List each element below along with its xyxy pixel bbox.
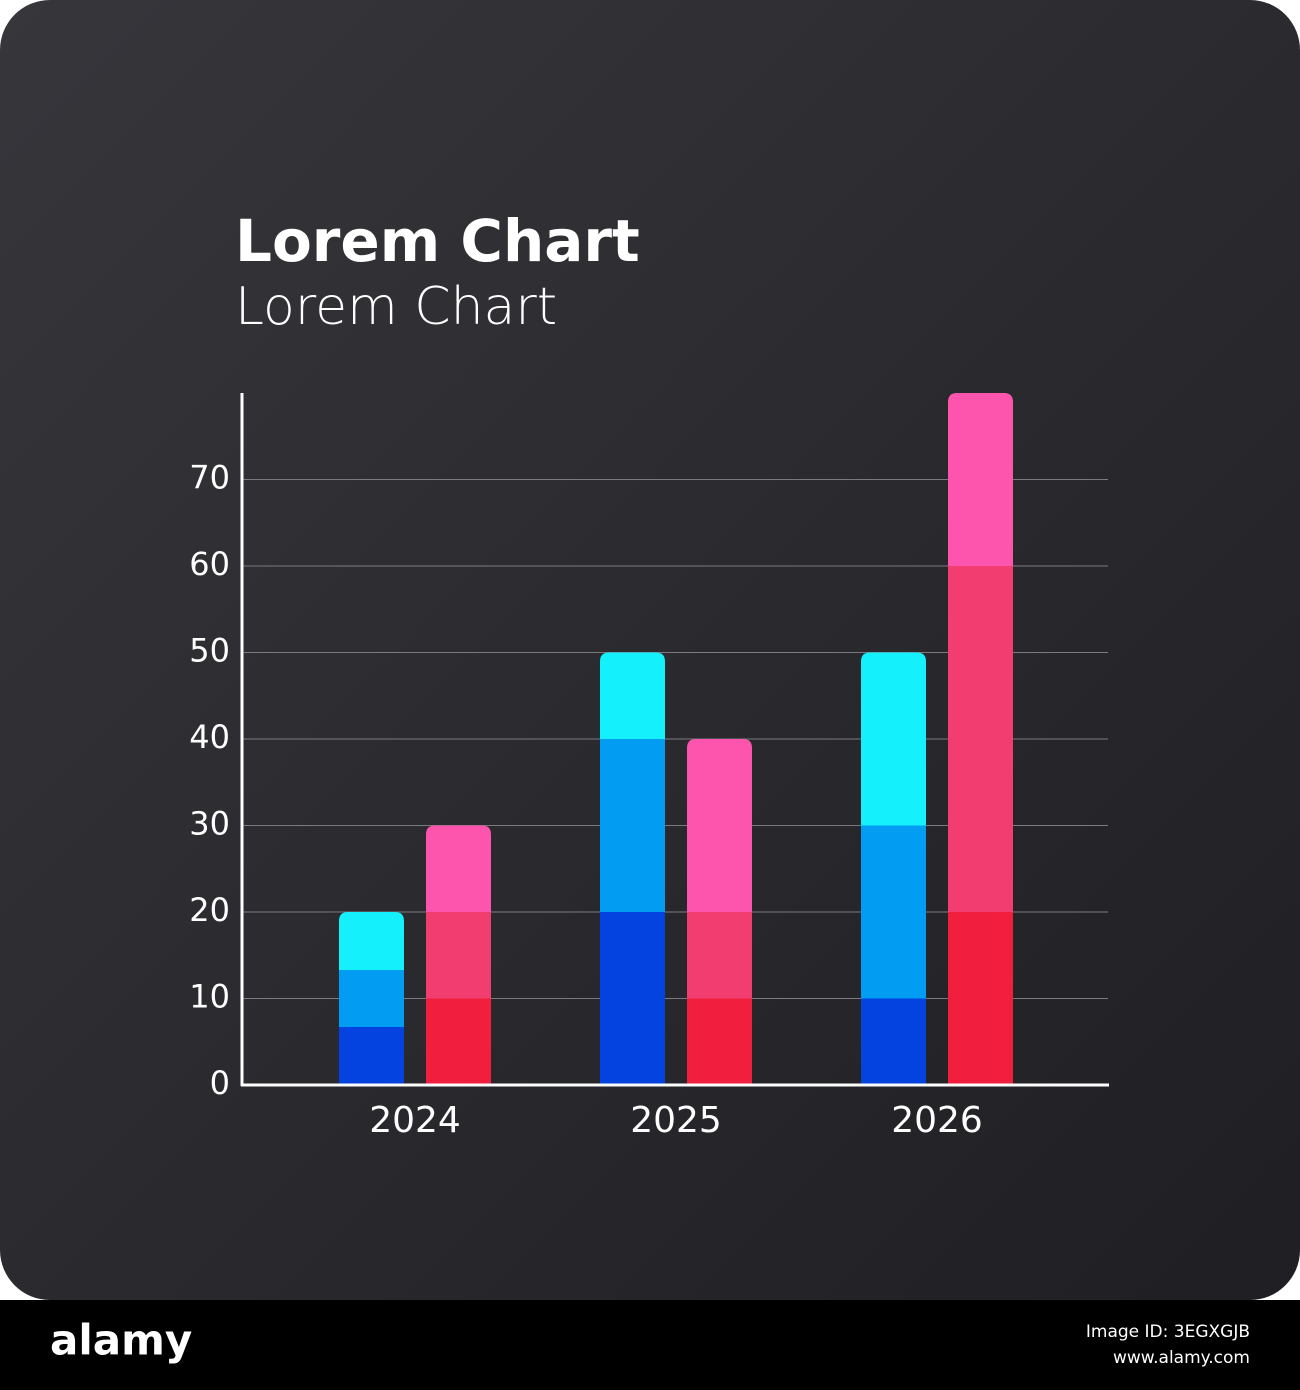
bar-segment <box>600 912 665 1085</box>
bar-segment <box>948 566 1013 912</box>
bar-segment <box>861 652 926 826</box>
footer-brand: alamy <box>50 1316 192 1365</box>
bar-segment <box>948 393 1013 566</box>
bar-segment <box>687 739 752 912</box>
bar-segment <box>687 998 752 1085</box>
chart-title: Lorem Chart <box>235 207 640 275</box>
chart-subtitle: Lorem Chart <box>235 277 557 337</box>
bar-segment <box>426 912 491 999</box>
plot: 0 10 20 30 40 50 60 70 2024 2025 2026 <box>189 393 1108 1141</box>
bar-segment <box>948 912 1013 1085</box>
y-tick-label: 0 <box>210 1064 230 1102</box>
y-tick-label: 20 <box>189 891 230 929</box>
bar-segment <box>426 998 491 1085</box>
bar-segment <box>861 825 926 999</box>
bar-segment <box>600 739 665 912</box>
bar-segment <box>600 652 665 739</box>
x-tick-label: 2024 <box>369 1100 461 1141</box>
footer-image-id: Image ID: 3EGXGJB <box>1086 1322 1250 1342</box>
bar-segment <box>339 912 404 970</box>
y-tick-label: 60 <box>189 545 230 583</box>
footer <box>0 1300 1300 1390</box>
bar-segment <box>687 912 752 999</box>
x-tick-label: 2025 <box>630 1100 722 1141</box>
y-tick-label: 30 <box>189 805 230 843</box>
y-tick-label: 70 <box>189 459 230 497</box>
bar-segment <box>426 825 491 912</box>
x-tick-label: 2026 <box>891 1100 983 1141</box>
y-tick-label: 50 <box>189 632 230 670</box>
bar-segment <box>861 998 926 1085</box>
bar-segment <box>339 969 404 1028</box>
bar-segment <box>339 1027 404 1085</box>
footer-url: www.alamy.com <box>1113 1348 1250 1368</box>
y-tick-label: 40 <box>189 718 230 756</box>
y-tick-label: 10 <box>189 978 230 1016</box>
